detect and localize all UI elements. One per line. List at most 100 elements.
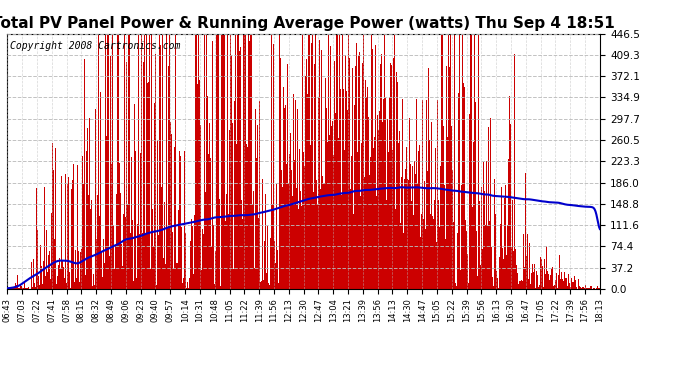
Bar bbox=[46, 230, 47, 289]
Bar bbox=[129, 34, 130, 289]
Bar bbox=[90, 200, 92, 289]
Bar bbox=[425, 229, 426, 289]
Bar bbox=[171, 134, 172, 289]
Bar bbox=[411, 201, 412, 289]
Bar bbox=[204, 34, 205, 289]
Bar bbox=[514, 54, 515, 289]
Bar bbox=[347, 110, 348, 289]
Bar bbox=[349, 58, 350, 289]
Bar bbox=[459, 34, 460, 289]
Bar bbox=[44, 187, 46, 289]
Bar bbox=[446, 137, 448, 289]
Bar bbox=[21, 286, 22, 289]
Bar bbox=[116, 194, 117, 289]
Bar bbox=[444, 185, 445, 289]
Bar bbox=[95, 109, 96, 289]
Bar bbox=[488, 128, 489, 289]
Bar bbox=[277, 251, 278, 289]
Bar bbox=[546, 246, 547, 289]
Bar bbox=[502, 125, 504, 289]
Bar bbox=[246, 144, 247, 289]
Bar bbox=[149, 34, 150, 289]
Bar bbox=[506, 255, 507, 289]
Bar bbox=[463, 83, 464, 289]
Bar bbox=[406, 86, 407, 289]
Bar bbox=[158, 236, 159, 289]
Bar bbox=[270, 238, 271, 289]
Bar bbox=[63, 236, 64, 289]
Bar bbox=[83, 59, 85, 289]
Bar bbox=[198, 34, 199, 289]
Bar bbox=[407, 179, 408, 289]
Bar bbox=[386, 124, 387, 289]
Bar bbox=[26, 288, 27, 289]
Bar bbox=[261, 281, 262, 289]
Bar bbox=[319, 40, 320, 289]
Bar bbox=[22, 288, 23, 289]
Bar bbox=[561, 272, 562, 289]
Bar bbox=[440, 166, 441, 289]
Bar bbox=[195, 34, 196, 289]
Bar bbox=[567, 286, 568, 289]
Bar bbox=[197, 84, 198, 289]
Bar bbox=[169, 34, 170, 289]
Bar bbox=[371, 34, 372, 289]
Bar bbox=[480, 265, 481, 289]
Bar bbox=[498, 288, 499, 289]
Bar bbox=[353, 214, 354, 289]
Bar bbox=[186, 288, 187, 289]
Bar bbox=[419, 145, 420, 289]
Bar bbox=[136, 278, 137, 289]
Bar bbox=[551, 269, 552, 289]
Bar bbox=[110, 164, 112, 289]
Bar bbox=[348, 34, 349, 289]
Bar bbox=[545, 274, 546, 289]
Bar bbox=[336, 34, 337, 289]
Bar bbox=[290, 116, 291, 289]
Bar bbox=[27, 288, 28, 289]
Bar bbox=[295, 100, 296, 289]
Bar bbox=[575, 280, 576, 289]
Bar bbox=[159, 249, 161, 289]
Bar bbox=[562, 279, 563, 289]
Bar bbox=[164, 202, 165, 289]
Bar bbox=[31, 262, 32, 289]
Bar bbox=[471, 34, 472, 289]
Bar bbox=[28, 288, 29, 289]
Bar bbox=[278, 283, 279, 289]
Bar bbox=[191, 219, 192, 289]
Bar bbox=[497, 278, 498, 289]
Bar bbox=[505, 185, 506, 289]
Bar bbox=[430, 214, 431, 289]
Bar bbox=[86, 151, 87, 289]
Bar bbox=[586, 288, 587, 289]
Bar bbox=[384, 34, 385, 289]
Bar bbox=[165, 264, 166, 289]
Bar bbox=[212, 41, 213, 289]
Bar bbox=[215, 251, 217, 289]
Bar bbox=[403, 233, 404, 289]
Bar bbox=[302, 34, 303, 289]
Bar bbox=[306, 59, 307, 289]
Bar bbox=[237, 34, 238, 289]
Bar bbox=[247, 147, 248, 289]
Bar bbox=[104, 263, 105, 289]
Bar bbox=[285, 105, 286, 289]
Bar bbox=[342, 34, 343, 289]
Bar bbox=[56, 284, 57, 289]
Bar bbox=[301, 206, 302, 289]
Bar bbox=[222, 34, 224, 289]
Bar bbox=[343, 88, 344, 289]
Bar bbox=[346, 92, 347, 289]
Bar bbox=[538, 287, 539, 289]
Bar bbox=[449, 67, 450, 289]
Bar bbox=[468, 283, 469, 289]
Bar bbox=[352, 170, 353, 289]
Bar bbox=[108, 35, 109, 289]
Bar bbox=[184, 151, 185, 289]
Bar bbox=[311, 43, 313, 289]
Bar bbox=[226, 194, 227, 289]
Bar bbox=[14, 283, 16, 289]
Bar bbox=[287, 64, 288, 289]
Bar bbox=[112, 34, 113, 289]
